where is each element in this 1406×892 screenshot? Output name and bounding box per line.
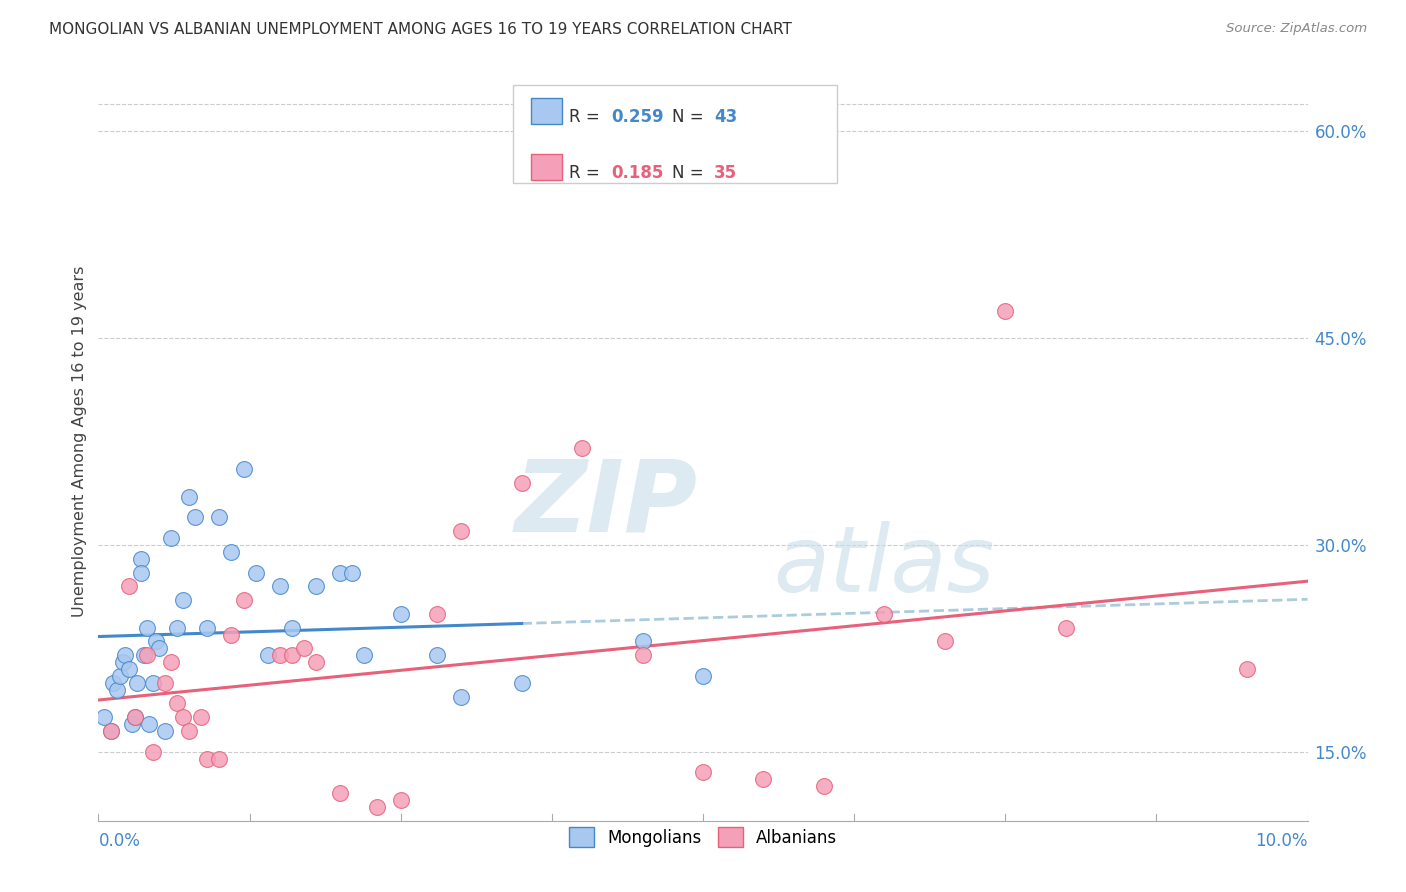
Point xyxy=(450,524,472,538)
Point xyxy=(135,648,157,663)
Point xyxy=(93,710,115,724)
Point xyxy=(208,510,231,524)
Point xyxy=(101,675,124,690)
Point xyxy=(256,648,278,663)
Point xyxy=(245,566,267,580)
Point xyxy=(124,710,146,724)
Point xyxy=(134,648,156,663)
Point xyxy=(100,724,122,739)
Point xyxy=(232,593,254,607)
Point xyxy=(129,566,152,580)
Point xyxy=(281,648,304,663)
Point xyxy=(124,710,146,724)
Point xyxy=(145,634,167,648)
Point xyxy=(221,627,243,641)
Text: 35: 35 xyxy=(714,164,737,182)
Point xyxy=(221,545,243,559)
Point xyxy=(292,641,315,656)
Point xyxy=(166,697,188,711)
Text: R =: R = xyxy=(569,108,606,126)
Point xyxy=(1054,621,1077,635)
Text: 0.0%: 0.0% xyxy=(98,831,141,850)
Point xyxy=(111,655,134,669)
Point xyxy=(305,655,328,669)
Point xyxy=(934,634,956,648)
Text: N =: N = xyxy=(672,164,709,182)
Point xyxy=(127,675,149,690)
Point xyxy=(813,779,835,793)
Point xyxy=(281,621,304,635)
Point xyxy=(105,682,128,697)
Text: atlas: atlas xyxy=(773,521,995,611)
Point xyxy=(108,669,131,683)
Point xyxy=(184,510,207,524)
Point xyxy=(172,710,194,724)
Point xyxy=(692,765,714,780)
Point xyxy=(148,641,170,656)
Point xyxy=(232,462,254,476)
Point xyxy=(118,579,141,593)
Point xyxy=(138,717,160,731)
Text: R =: R = xyxy=(569,164,606,182)
Point xyxy=(366,800,388,814)
Point xyxy=(752,772,775,787)
Point xyxy=(129,551,152,566)
Point xyxy=(195,751,218,765)
Point xyxy=(329,786,352,800)
Point xyxy=(121,717,143,731)
Text: MONGOLIAN VS ALBANIAN UNEMPLOYMENT AMONG AGES 16 TO 19 YEARS CORRELATION CHART: MONGOLIAN VS ALBANIAN UNEMPLOYMENT AMONG… xyxy=(49,22,792,37)
Point xyxy=(571,442,593,456)
Text: 0.185: 0.185 xyxy=(612,164,664,182)
Point xyxy=(631,634,654,648)
Point xyxy=(426,607,449,621)
Text: Source: ZipAtlas.com: Source: ZipAtlas.com xyxy=(1226,22,1367,36)
Point xyxy=(353,648,375,663)
Text: N =: N = xyxy=(672,108,709,126)
Point xyxy=(195,621,218,635)
Point xyxy=(426,648,449,663)
Point xyxy=(179,490,201,504)
Point xyxy=(114,648,136,663)
Point xyxy=(450,690,472,704)
Point xyxy=(692,669,714,683)
Point xyxy=(135,621,157,635)
Point xyxy=(994,303,1017,318)
Point xyxy=(208,751,231,765)
Point xyxy=(160,655,183,669)
Point xyxy=(142,745,165,759)
Point xyxy=(172,593,194,607)
Point xyxy=(329,566,352,580)
Point xyxy=(179,724,201,739)
Point xyxy=(510,475,533,490)
Point xyxy=(269,579,291,593)
Point xyxy=(100,724,122,739)
Legend: Mongolians, Albanians: Mongolians, Albanians xyxy=(562,821,844,854)
Text: 10.0%: 10.0% xyxy=(1256,831,1308,850)
Point xyxy=(269,648,291,663)
Point xyxy=(510,675,533,690)
Point xyxy=(389,607,412,621)
Point xyxy=(142,675,165,690)
Point xyxy=(873,607,896,621)
Point xyxy=(1236,662,1258,676)
Point xyxy=(166,621,188,635)
Point xyxy=(153,675,176,690)
Text: ZIP: ZIP xyxy=(515,455,697,552)
Point xyxy=(631,648,654,663)
Point xyxy=(160,531,183,545)
Text: 43: 43 xyxy=(714,108,738,126)
Point xyxy=(342,566,364,580)
Text: 0.259: 0.259 xyxy=(612,108,664,126)
Point xyxy=(153,724,176,739)
Point xyxy=(190,710,212,724)
Y-axis label: Unemployment Among Ages 16 to 19 years: Unemployment Among Ages 16 to 19 years xyxy=(72,266,87,617)
Point xyxy=(305,579,328,593)
Point xyxy=(389,793,412,807)
Point xyxy=(118,662,141,676)
